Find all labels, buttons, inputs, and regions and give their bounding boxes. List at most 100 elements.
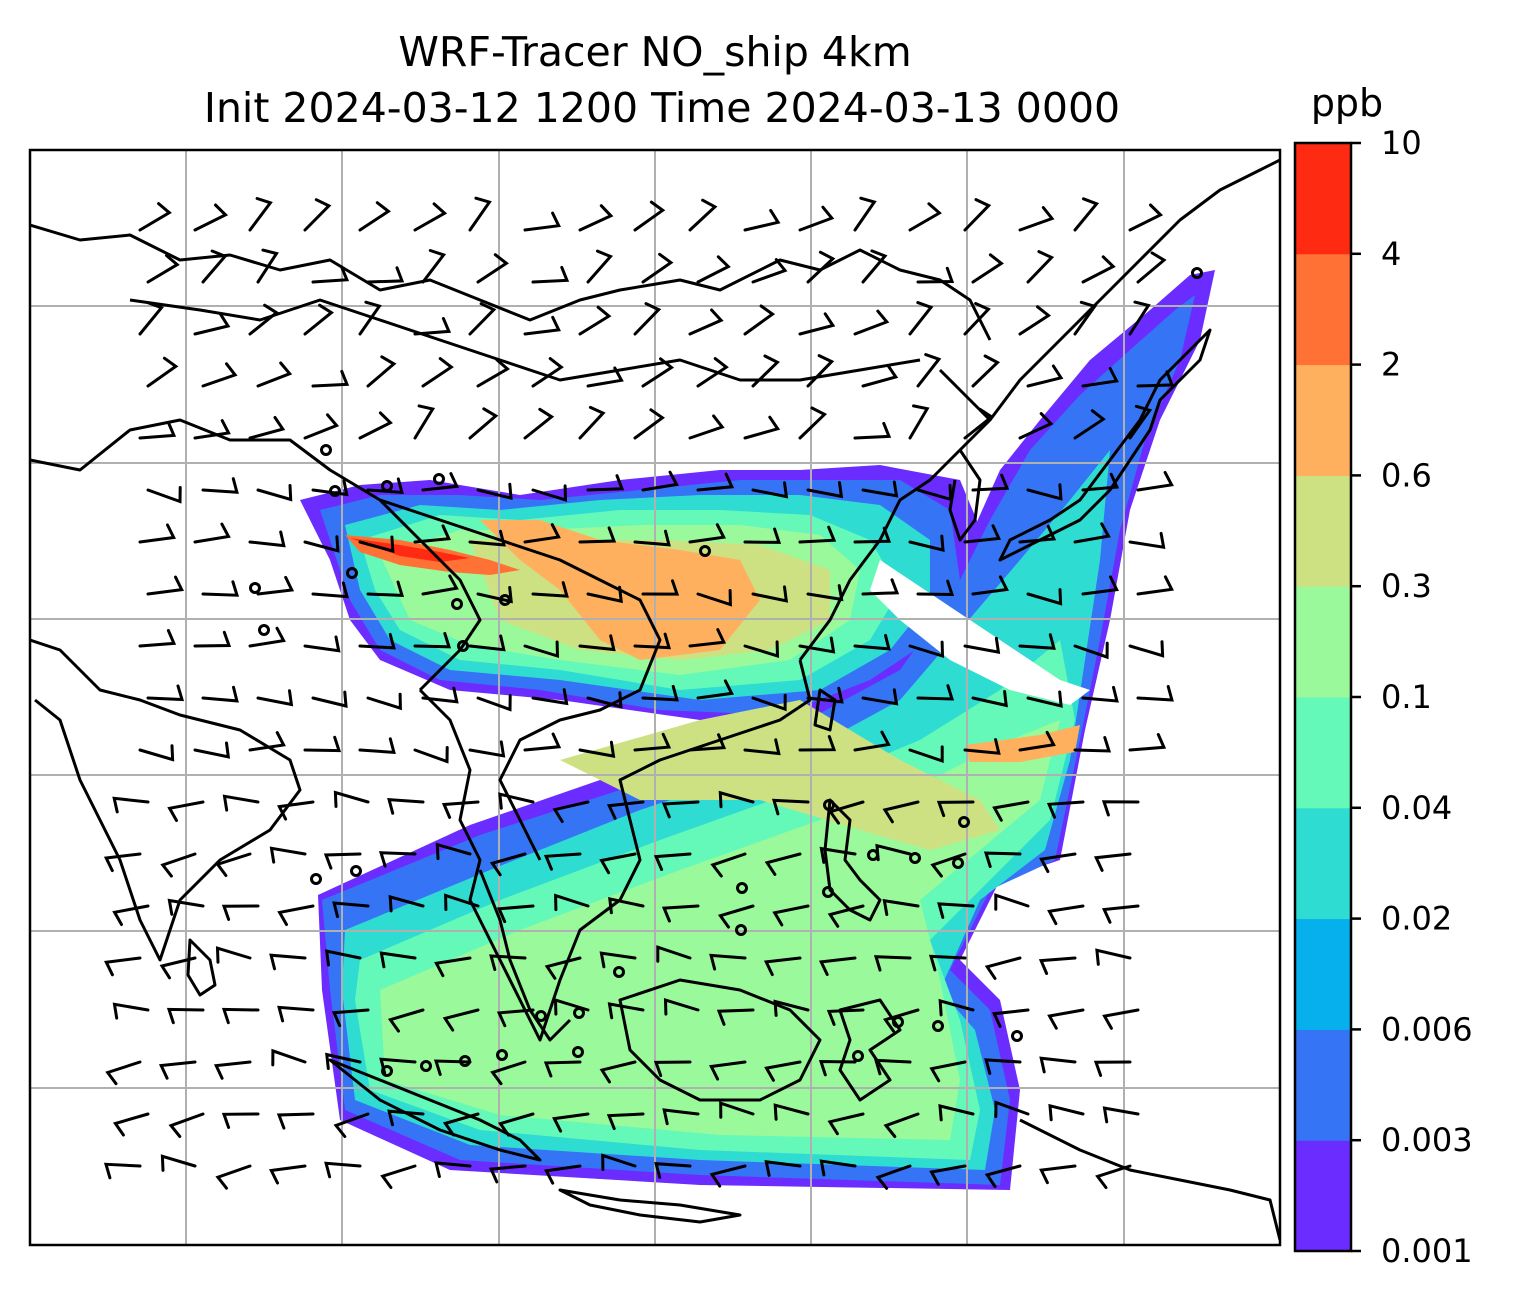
wind-barb: [718, 790, 755, 809]
wind-barb: [743, 415, 781, 440]
wind-barb: [1073, 300, 1098, 336]
wind-barb: [531, 357, 564, 388]
wind-barb: [358, 411, 393, 440]
colorbar-band: [1295, 1029, 1351, 1141]
border-himalaya: [30, 418, 482, 692]
wind-barb: [696, 472, 735, 492]
wind-barb: [435, 842, 472, 861]
wind-barb: [167, 800, 205, 822]
wind-barb: [1081, 367, 1119, 388]
colorbar-tick-label: 0.02: [1381, 900, 1452, 938]
wind-barb: [1026, 588, 1063, 606]
calm-wind-circle: [852, 1050, 864, 1062]
wind-barb: [806, 250, 836, 284]
wind-barb: [311, 581, 349, 599]
wind-barb: [938, 1104, 975, 1122]
calm-wind-circle: [310, 873, 322, 885]
coastline-philippines: [823, 798, 882, 922]
wind-barb: [221, 904, 260, 921]
coastline-russia-far-east: [988, 158, 1280, 421]
wind-barb: [633, 529, 671, 547]
wind-barb: [303, 198, 332, 232]
wind-barb: [873, 955, 912, 972]
wind-barb: [166, 1007, 205, 1025]
wind-barb: [938, 998, 975, 1017]
wind-barb: [1073, 522, 1111, 544]
colorbar-band: [1295, 364, 1351, 476]
wind-barb: [215, 852, 252, 877]
wind-barb: [498, 792, 535, 810]
wind-barb: [1136, 370, 1175, 388]
calm-wind-circle: [1191, 267, 1203, 279]
wind-barb: [984, 1058, 1022, 1075]
calm-wind-circle: [249, 582, 261, 594]
wind-barb: [719, 1101, 755, 1119]
wind-barb: [806, 354, 835, 388]
colorbar: ppb 0.001 0.003 0.006 0.02 0.04 0.1 0.3 0.6 2 4 10: [1293, 81, 1473, 1270]
wind-barb: [606, 1112, 645, 1131]
wind-barb: [554, 893, 590, 912]
wind-barb: [1073, 409, 1106, 440]
wind-barb: [442, 1112, 480, 1137]
wind-barb: [441, 800, 480, 819]
wind-barb: [387, 1109, 425, 1127]
wind-barb: [444, 893, 480, 911]
wind-barb: [861, 688, 899, 706]
wind-barb: [256, 575, 295, 596]
wind-barb: [971, 354, 1001, 388]
wind-barb: [311, 690, 348, 708]
wind-barb: [323, 852, 362, 870]
wind-barb: [853, 633, 891, 651]
wind-barb: [696, 357, 729, 388]
colorbar-ticks: 0.001 0.003 0.006 0.02 0.04 0.1 0.3 0.6 2 4 10: [1351, 124, 1473, 1270]
wind-barb: [751, 585, 789, 603]
wind-barb: [277, 800, 315, 821]
wind-barb: [1039, 852, 1077, 874]
wind-barb: [358, 201, 391, 232]
wind-barb: [421, 686, 459, 704]
wind-barb: [248, 303, 280, 336]
wind-barb: [641, 684, 679, 702]
wind-barb: [818, 956, 857, 976]
wind-barb: [366, 266, 405, 284]
calm-wind-circle: [822, 886, 834, 898]
coastline-korea: [948, 449, 982, 542]
wind-barb: [413, 202, 448, 232]
wind-barb: [641, 470, 679, 492]
wind-barb: [963, 636, 1001, 654]
wind-barb: [1136, 685, 1174, 702]
wind-barb: [1128, 531, 1166, 550]
wind-barb: [256, 361, 293, 388]
wind-barb: [160, 1154, 197, 1172]
wind-barb: [1128, 404, 1153, 440]
wind-barb: [1095, 1164, 1132, 1190]
wind-barb: [201, 580, 240, 597]
wind-barb: [1018, 412, 1054, 440]
wind-barb: [523, 523, 561, 544]
colorbar-band: [1295, 807, 1351, 920]
wind-barb: [873, 1058, 912, 1076]
wind-barb: [138, 629, 177, 648]
wind-barb: [1101, 800, 1140, 817]
wind-barb: [1046, 800, 1085, 819]
wind-barb: [421, 472, 460, 492]
wind-barb: [138, 523, 176, 544]
wind-barb: [984, 1164, 1022, 1188]
wind-barb: [861, 363, 899, 388]
wind-barb: [248, 197, 273, 232]
wind-barb: [311, 265, 350, 284]
colorbar-band: [1295, 1140, 1351, 1252]
wind-barb: [773, 999, 810, 1017]
coastline-new-guinea: [1019, 1118, 1280, 1241]
wind-barb: [146, 575, 184, 596]
wind-barb: [751, 354, 780, 388]
wind-barb: [599, 852, 637, 875]
wind-barb: [1018, 730, 1056, 752]
wind-barb: [138, 421, 177, 440]
wind-barb: [653, 1060, 692, 1078]
wind-barb: [963, 407, 995, 440]
map-title-line-2: Init 2024-03-12 1200 Time 2024-03-13 000…: [204, 84, 1120, 132]
wind-barbs: [103, 196, 1203, 1190]
wind-barb: [413, 317, 452, 336]
wind-barb: [543, 1060, 582, 1078]
